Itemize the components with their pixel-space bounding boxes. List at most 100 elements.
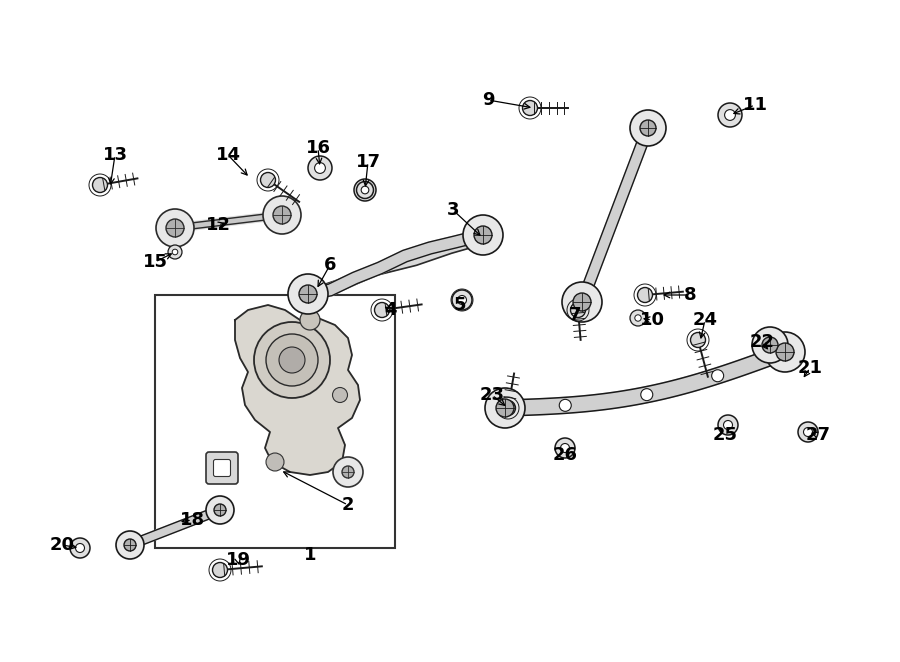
Circle shape bbox=[571, 303, 586, 318]
Circle shape bbox=[273, 206, 291, 224]
Circle shape bbox=[561, 444, 570, 453]
Circle shape bbox=[315, 163, 326, 173]
Circle shape bbox=[266, 334, 318, 386]
Circle shape bbox=[361, 186, 369, 194]
Circle shape bbox=[762, 337, 778, 353]
Text: 17: 17 bbox=[356, 153, 381, 171]
Text: 21: 21 bbox=[797, 359, 823, 377]
Circle shape bbox=[168, 245, 182, 259]
Text: 18: 18 bbox=[179, 511, 204, 529]
Circle shape bbox=[474, 226, 492, 244]
Circle shape bbox=[333, 457, 363, 487]
Circle shape bbox=[263, 196, 301, 234]
Circle shape bbox=[634, 315, 641, 321]
Circle shape bbox=[496, 399, 514, 417]
Circle shape bbox=[300, 310, 320, 330]
Circle shape bbox=[641, 389, 652, 401]
Circle shape bbox=[308, 156, 332, 180]
Circle shape bbox=[116, 531, 144, 559]
Text: 3: 3 bbox=[446, 201, 459, 219]
Text: 12: 12 bbox=[205, 216, 230, 234]
Text: 6: 6 bbox=[324, 256, 337, 274]
Text: 26: 26 bbox=[553, 446, 578, 464]
Text: 5: 5 bbox=[454, 296, 466, 314]
Circle shape bbox=[457, 295, 466, 305]
Text: 16: 16 bbox=[305, 139, 330, 157]
Polygon shape bbox=[129, 506, 221, 549]
Text: 20: 20 bbox=[50, 536, 75, 554]
Circle shape bbox=[712, 370, 724, 382]
Circle shape bbox=[76, 544, 85, 553]
Polygon shape bbox=[307, 229, 484, 300]
Circle shape bbox=[559, 399, 572, 411]
Text: 10: 10 bbox=[640, 311, 664, 329]
Circle shape bbox=[463, 215, 503, 255]
Circle shape bbox=[260, 173, 275, 187]
Circle shape bbox=[332, 387, 347, 402]
Circle shape bbox=[630, 110, 666, 146]
Circle shape bbox=[166, 219, 184, 237]
Polygon shape bbox=[310, 232, 485, 301]
Circle shape bbox=[124, 539, 136, 551]
Circle shape bbox=[360, 185, 370, 195]
Circle shape bbox=[156, 209, 194, 247]
Circle shape bbox=[342, 466, 354, 478]
Text: 4: 4 bbox=[383, 301, 396, 319]
Circle shape bbox=[93, 177, 107, 193]
Text: 27: 27 bbox=[806, 426, 831, 444]
Circle shape bbox=[555, 438, 575, 458]
Text: 22: 22 bbox=[750, 333, 775, 351]
Polygon shape bbox=[235, 305, 360, 475]
Circle shape bbox=[637, 287, 652, 303]
Circle shape bbox=[690, 332, 706, 348]
Circle shape bbox=[485, 388, 525, 428]
Circle shape bbox=[172, 249, 178, 255]
Text: 7: 7 bbox=[569, 306, 581, 324]
Circle shape bbox=[573, 293, 591, 311]
Circle shape bbox=[354, 179, 376, 201]
Circle shape bbox=[299, 285, 317, 303]
Text: 25: 25 bbox=[713, 426, 737, 444]
Text: 8: 8 bbox=[684, 286, 697, 304]
Circle shape bbox=[206, 496, 234, 524]
Circle shape bbox=[288, 274, 328, 314]
Circle shape bbox=[798, 422, 818, 442]
Text: 1: 1 bbox=[304, 546, 316, 564]
Circle shape bbox=[718, 415, 738, 435]
FancyBboxPatch shape bbox=[213, 459, 230, 477]
Circle shape bbox=[804, 428, 813, 436]
Circle shape bbox=[724, 420, 733, 430]
Circle shape bbox=[454, 293, 470, 308]
Circle shape bbox=[562, 282, 602, 322]
Bar bbox=[155, 295, 395, 548]
Circle shape bbox=[718, 103, 742, 127]
Text: 19: 19 bbox=[226, 551, 250, 569]
Text: 2: 2 bbox=[342, 496, 355, 514]
Circle shape bbox=[523, 101, 537, 115]
Circle shape bbox=[279, 347, 305, 373]
Text: 23: 23 bbox=[480, 386, 505, 404]
Circle shape bbox=[212, 563, 228, 577]
Text: 9: 9 bbox=[482, 91, 494, 109]
Circle shape bbox=[356, 181, 374, 199]
Circle shape bbox=[776, 343, 794, 361]
Circle shape bbox=[254, 322, 330, 398]
Circle shape bbox=[500, 401, 516, 416]
Text: 14: 14 bbox=[215, 146, 240, 164]
Circle shape bbox=[640, 120, 656, 136]
Polygon shape bbox=[577, 126, 653, 304]
FancyBboxPatch shape bbox=[206, 452, 238, 484]
Circle shape bbox=[374, 303, 390, 318]
Circle shape bbox=[266, 453, 284, 471]
Circle shape bbox=[452, 290, 472, 310]
Polygon shape bbox=[505, 344, 788, 416]
Text: 13: 13 bbox=[103, 146, 128, 164]
Circle shape bbox=[70, 538, 90, 558]
Text: 15: 15 bbox=[142, 253, 167, 271]
Circle shape bbox=[630, 310, 646, 326]
Text: 11: 11 bbox=[742, 96, 768, 114]
Text: 24: 24 bbox=[692, 311, 717, 329]
Circle shape bbox=[214, 504, 226, 516]
Circle shape bbox=[724, 110, 735, 120]
Circle shape bbox=[765, 332, 805, 372]
